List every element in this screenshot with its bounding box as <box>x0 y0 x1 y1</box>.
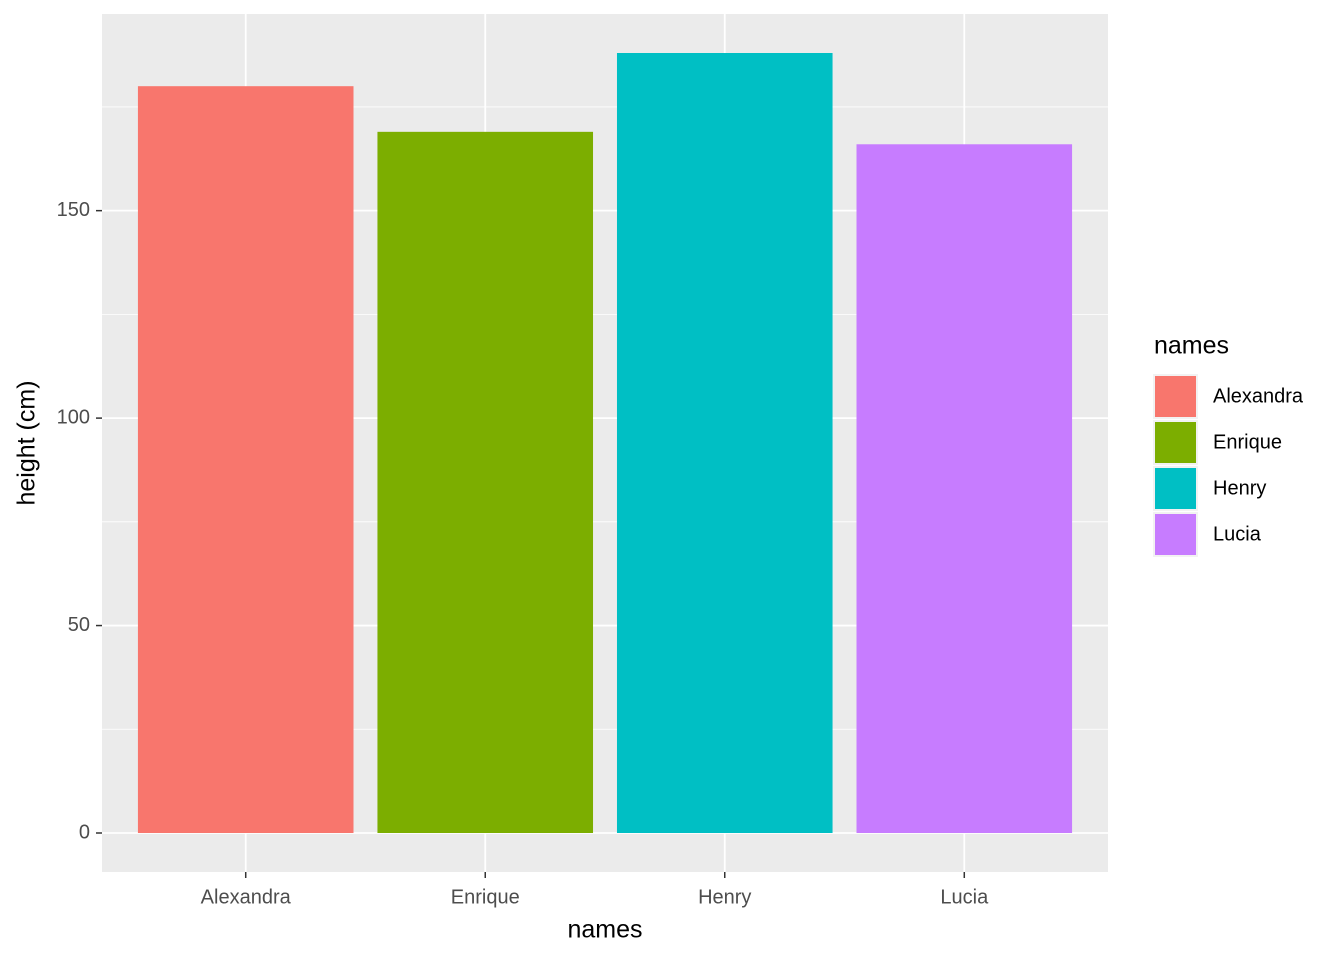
legend-label: Henry <box>1213 477 1266 499</box>
y-tick-label: 50 <box>68 614 90 636</box>
x-tick-label: Alexandra <box>201 886 292 908</box>
x-tick-label: Henry <box>698 886 751 908</box>
bar <box>377 131 594 834</box>
y-axis-title: height (cm) <box>13 380 41 505</box>
y-tick-label: 0 <box>79 821 90 843</box>
legend-key <box>1155 376 1196 417</box>
bar <box>616 53 833 833</box>
legend-key <box>1155 514 1196 555</box>
x-tick-label: Lucia <box>940 886 989 908</box>
legend-key <box>1155 468 1196 509</box>
legend-key <box>1155 422 1196 463</box>
bar <box>856 144 1073 833</box>
y-tick-label: 100 <box>57 406 90 428</box>
bar <box>137 86 354 834</box>
marks <box>137 53 1073 834</box>
x-tick-label: Enrique <box>451 886 520 908</box>
legend-label: Lucia <box>1213 523 1262 545</box>
legend-title: names <box>1154 332 1229 360</box>
y-tick-label: 150 <box>57 199 90 221</box>
x-axis-title: names <box>567 916 642 944</box>
legend-label: Alexandra <box>1213 385 1304 407</box>
legend-label: Enrique <box>1213 431 1282 453</box>
